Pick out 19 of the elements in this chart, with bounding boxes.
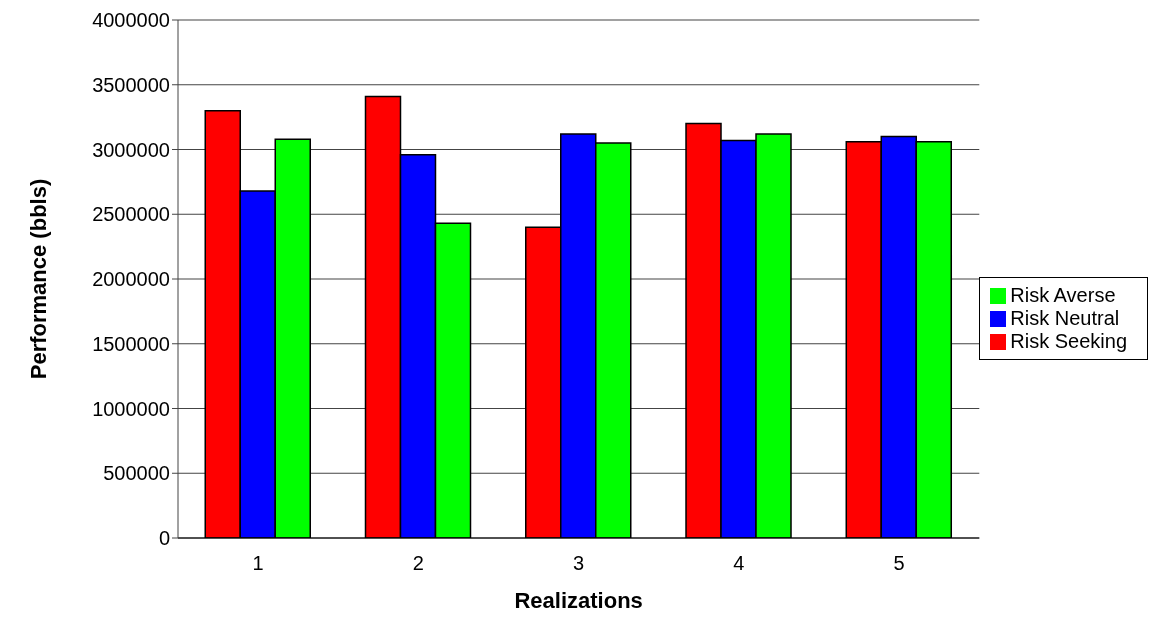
y-tick-label: 3500000	[92, 73, 170, 96]
y-tick-label: 0	[158, 527, 170, 550]
y-tick-label: 1000000	[92, 397, 170, 420]
y-tick-label: 2000000	[92, 268, 170, 291]
y-tick-label: 500000	[103, 462, 170, 485]
x-tick-label: 3	[573, 552, 585, 575]
legend-label: Risk Neutral	[1010, 306, 1120, 329]
y-tick-label: 4000000	[92, 9, 170, 32]
y-tick-label: 3000000	[92, 138, 170, 161]
x-axis-title: Realizations	[514, 588, 643, 613]
y-tick-label: 1500000	[92, 332, 170, 355]
legend-label: Risk Seeking	[1010, 329, 1127, 352]
legend-label: Risk Averse	[1010, 283, 1116, 306]
y-axis-title: Performance (bbls)	[25, 178, 51, 380]
x-tick-label: 2	[412, 552, 424, 575]
x-tick-label: 4	[733, 552, 745, 575]
x-tick-label: 1	[252, 552, 264, 575]
y-tick-label: 2500000	[92, 203, 170, 226]
x-tick-label: 5	[893, 552, 905, 575]
